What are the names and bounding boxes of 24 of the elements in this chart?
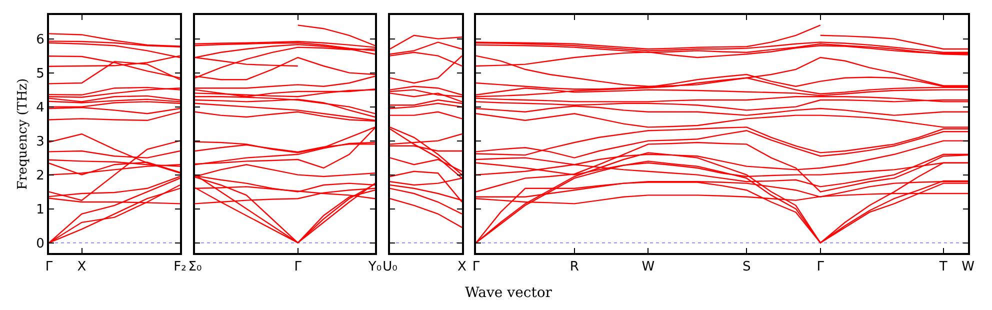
x-tick-label: X — [458, 260, 467, 275]
x-tick-label: T — [938, 260, 948, 275]
y-tick-label: 5 — [36, 66, 44, 82]
x-tick-label: R — [570, 260, 579, 275]
x-tick-label: Y₀ — [367, 260, 382, 275]
x-tick-label: Γ — [294, 260, 302, 275]
y-tick-label: 0 — [36, 236, 44, 252]
x-axis-title: Wave vector — [465, 285, 552, 301]
x-tick-label: Σ₀ — [188, 260, 202, 275]
y-tick-label: 3 — [36, 134, 44, 150]
x-tick-label: X — [77, 260, 86, 275]
y-tick-label: 4 — [36, 100, 44, 116]
x-tick-label: W — [642, 260, 655, 275]
y-tick-label: 2 — [36, 168, 44, 184]
y-tick-label: 1 — [36, 202, 44, 218]
x-tick-label: Γ — [816, 260, 825, 275]
x-tick-label: F₂ — [174, 260, 186, 275]
x-tick-label: Γ — [45, 260, 54, 275]
y-tick-label: 6 — [36, 32, 44, 48]
x-tick-label: W — [962, 260, 975, 275]
x-tick-label: U₀ — [382, 260, 398, 275]
x-tick-label: S — [742, 260, 751, 275]
y-axis-title: Frequency (THz) — [16, 78, 31, 190]
x-tick-label: Γ — [472, 260, 480, 275]
